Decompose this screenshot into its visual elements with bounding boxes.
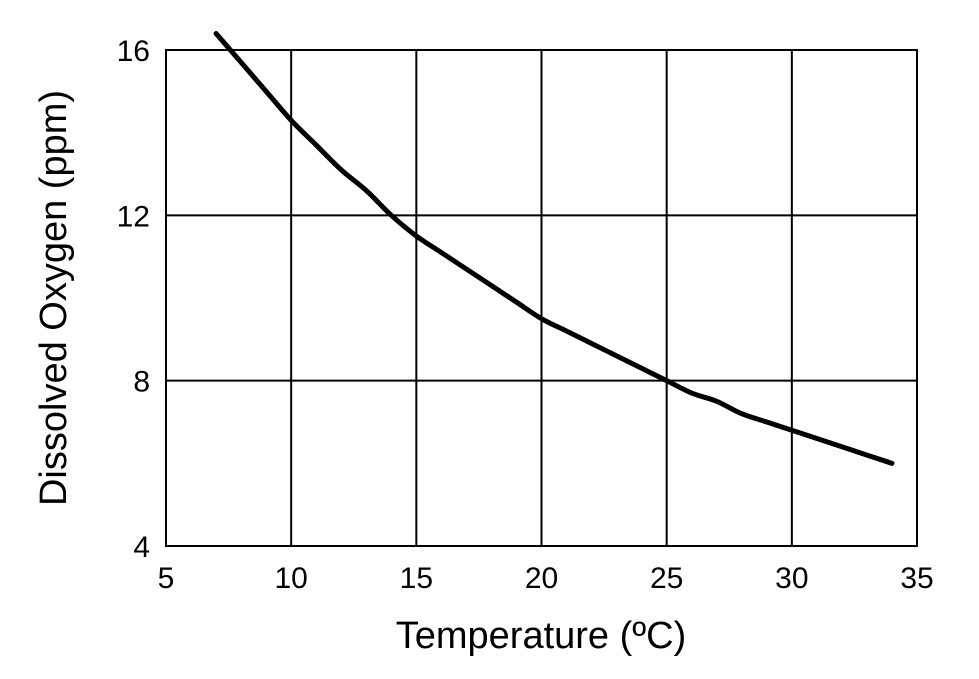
y-axis-label: Dissolved Oxygen (ppm) bbox=[33, 90, 75, 506]
y-tick-label: 12 bbox=[117, 200, 150, 233]
x-tick-label: 15 bbox=[400, 562, 433, 595]
x-axis-label: Temperature (ºC) bbox=[396, 615, 687, 657]
x-tick-label: 35 bbox=[900, 562, 933, 595]
series-line bbox=[213, 30, 895, 466]
y-axis-ticks: 4 8 12 16 bbox=[117, 35, 150, 564]
grid bbox=[166, 50, 917, 546]
y-tick-label: 8 bbox=[133, 366, 150, 399]
x-tick-label: 20 bbox=[525, 562, 558, 595]
plot-frame bbox=[165, 49, 918, 547]
x-tick-label: 30 bbox=[775, 562, 808, 595]
x-tick-label: 10 bbox=[274, 562, 307, 595]
y-tick-label: 4 bbox=[133, 531, 150, 564]
y-tick-label: 16 bbox=[117, 35, 150, 68]
x-axis-ticks: 5 10 15 20 25 30 35 bbox=[158, 562, 934, 595]
x-tick-label: 25 bbox=[650, 562, 683, 595]
x-tick-label: 5 bbox=[158, 562, 175, 595]
series-layer bbox=[213, 30, 895, 466]
